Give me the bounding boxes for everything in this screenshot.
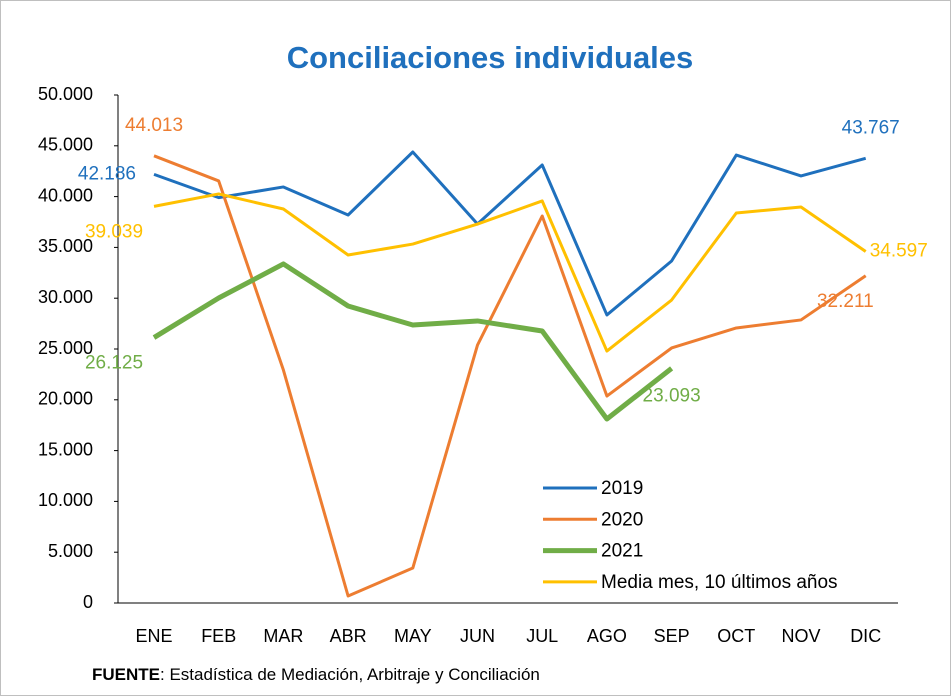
y-tick-label: 30.000 xyxy=(38,287,93,307)
y-tick-label: 0 xyxy=(83,592,93,612)
series-line xyxy=(153,154,867,598)
data-label: 32.211 xyxy=(817,291,874,312)
x-tick-label: MAR xyxy=(263,626,303,646)
y-tick-label: 50.000 xyxy=(38,84,93,104)
y-tick-label: 20.000 xyxy=(38,389,93,409)
series-line xyxy=(153,150,867,317)
y-tick-label: 15.000 xyxy=(38,439,93,459)
chart-title: Conciliaciones individuales xyxy=(287,40,694,75)
y-tick-label: 40.000 xyxy=(38,185,93,205)
x-tick-label: NOV xyxy=(781,626,820,646)
x-tick-label: MAY xyxy=(394,626,432,646)
x-tick-label: DIC xyxy=(850,626,881,646)
x-tick-label: JUL xyxy=(526,626,558,646)
x-tick-label: JUN xyxy=(460,626,495,646)
y-tick-label: 25.000 xyxy=(38,338,93,358)
data-label: 43.767 xyxy=(842,117,900,138)
y-tick-label: 5.000 xyxy=(48,541,93,561)
y-tick-label: 35.000 xyxy=(38,236,93,256)
x-tick-label: ABR xyxy=(330,626,367,646)
source-text: : Estadística de Mediación, Arbitraje y … xyxy=(160,665,540,684)
legend-label: 2021 xyxy=(601,541,643,562)
data-label: 26.125 xyxy=(85,353,143,374)
source-note: FUENTE: Estadística de Mediación, Arbitr… xyxy=(92,665,540,684)
legend-label: Media mes, 10 últimos años xyxy=(601,572,838,593)
data-label: 42.186 xyxy=(78,163,136,184)
series-line xyxy=(152,261,674,422)
source-label: FUENTE xyxy=(92,665,160,684)
legend-label: 2019 xyxy=(601,478,643,499)
x-tick-label: FEB xyxy=(201,626,236,646)
x-tick-label: SEP xyxy=(654,626,690,646)
x-tick-label: AGO xyxy=(587,626,627,646)
y-tick-label: 45.000 xyxy=(38,135,93,155)
x-tick-label: ENE xyxy=(135,626,172,646)
y-tick-label: 10.000 xyxy=(38,490,93,510)
series-line xyxy=(153,192,867,353)
legend-label: 2020 xyxy=(601,509,643,530)
x-tick-label: OCT xyxy=(717,626,755,646)
data-label: 44.013 xyxy=(125,115,183,136)
data-label: 39.039 xyxy=(85,221,143,242)
data-label: 23.093 xyxy=(643,385,701,406)
data-label: 34.597 xyxy=(870,241,928,262)
